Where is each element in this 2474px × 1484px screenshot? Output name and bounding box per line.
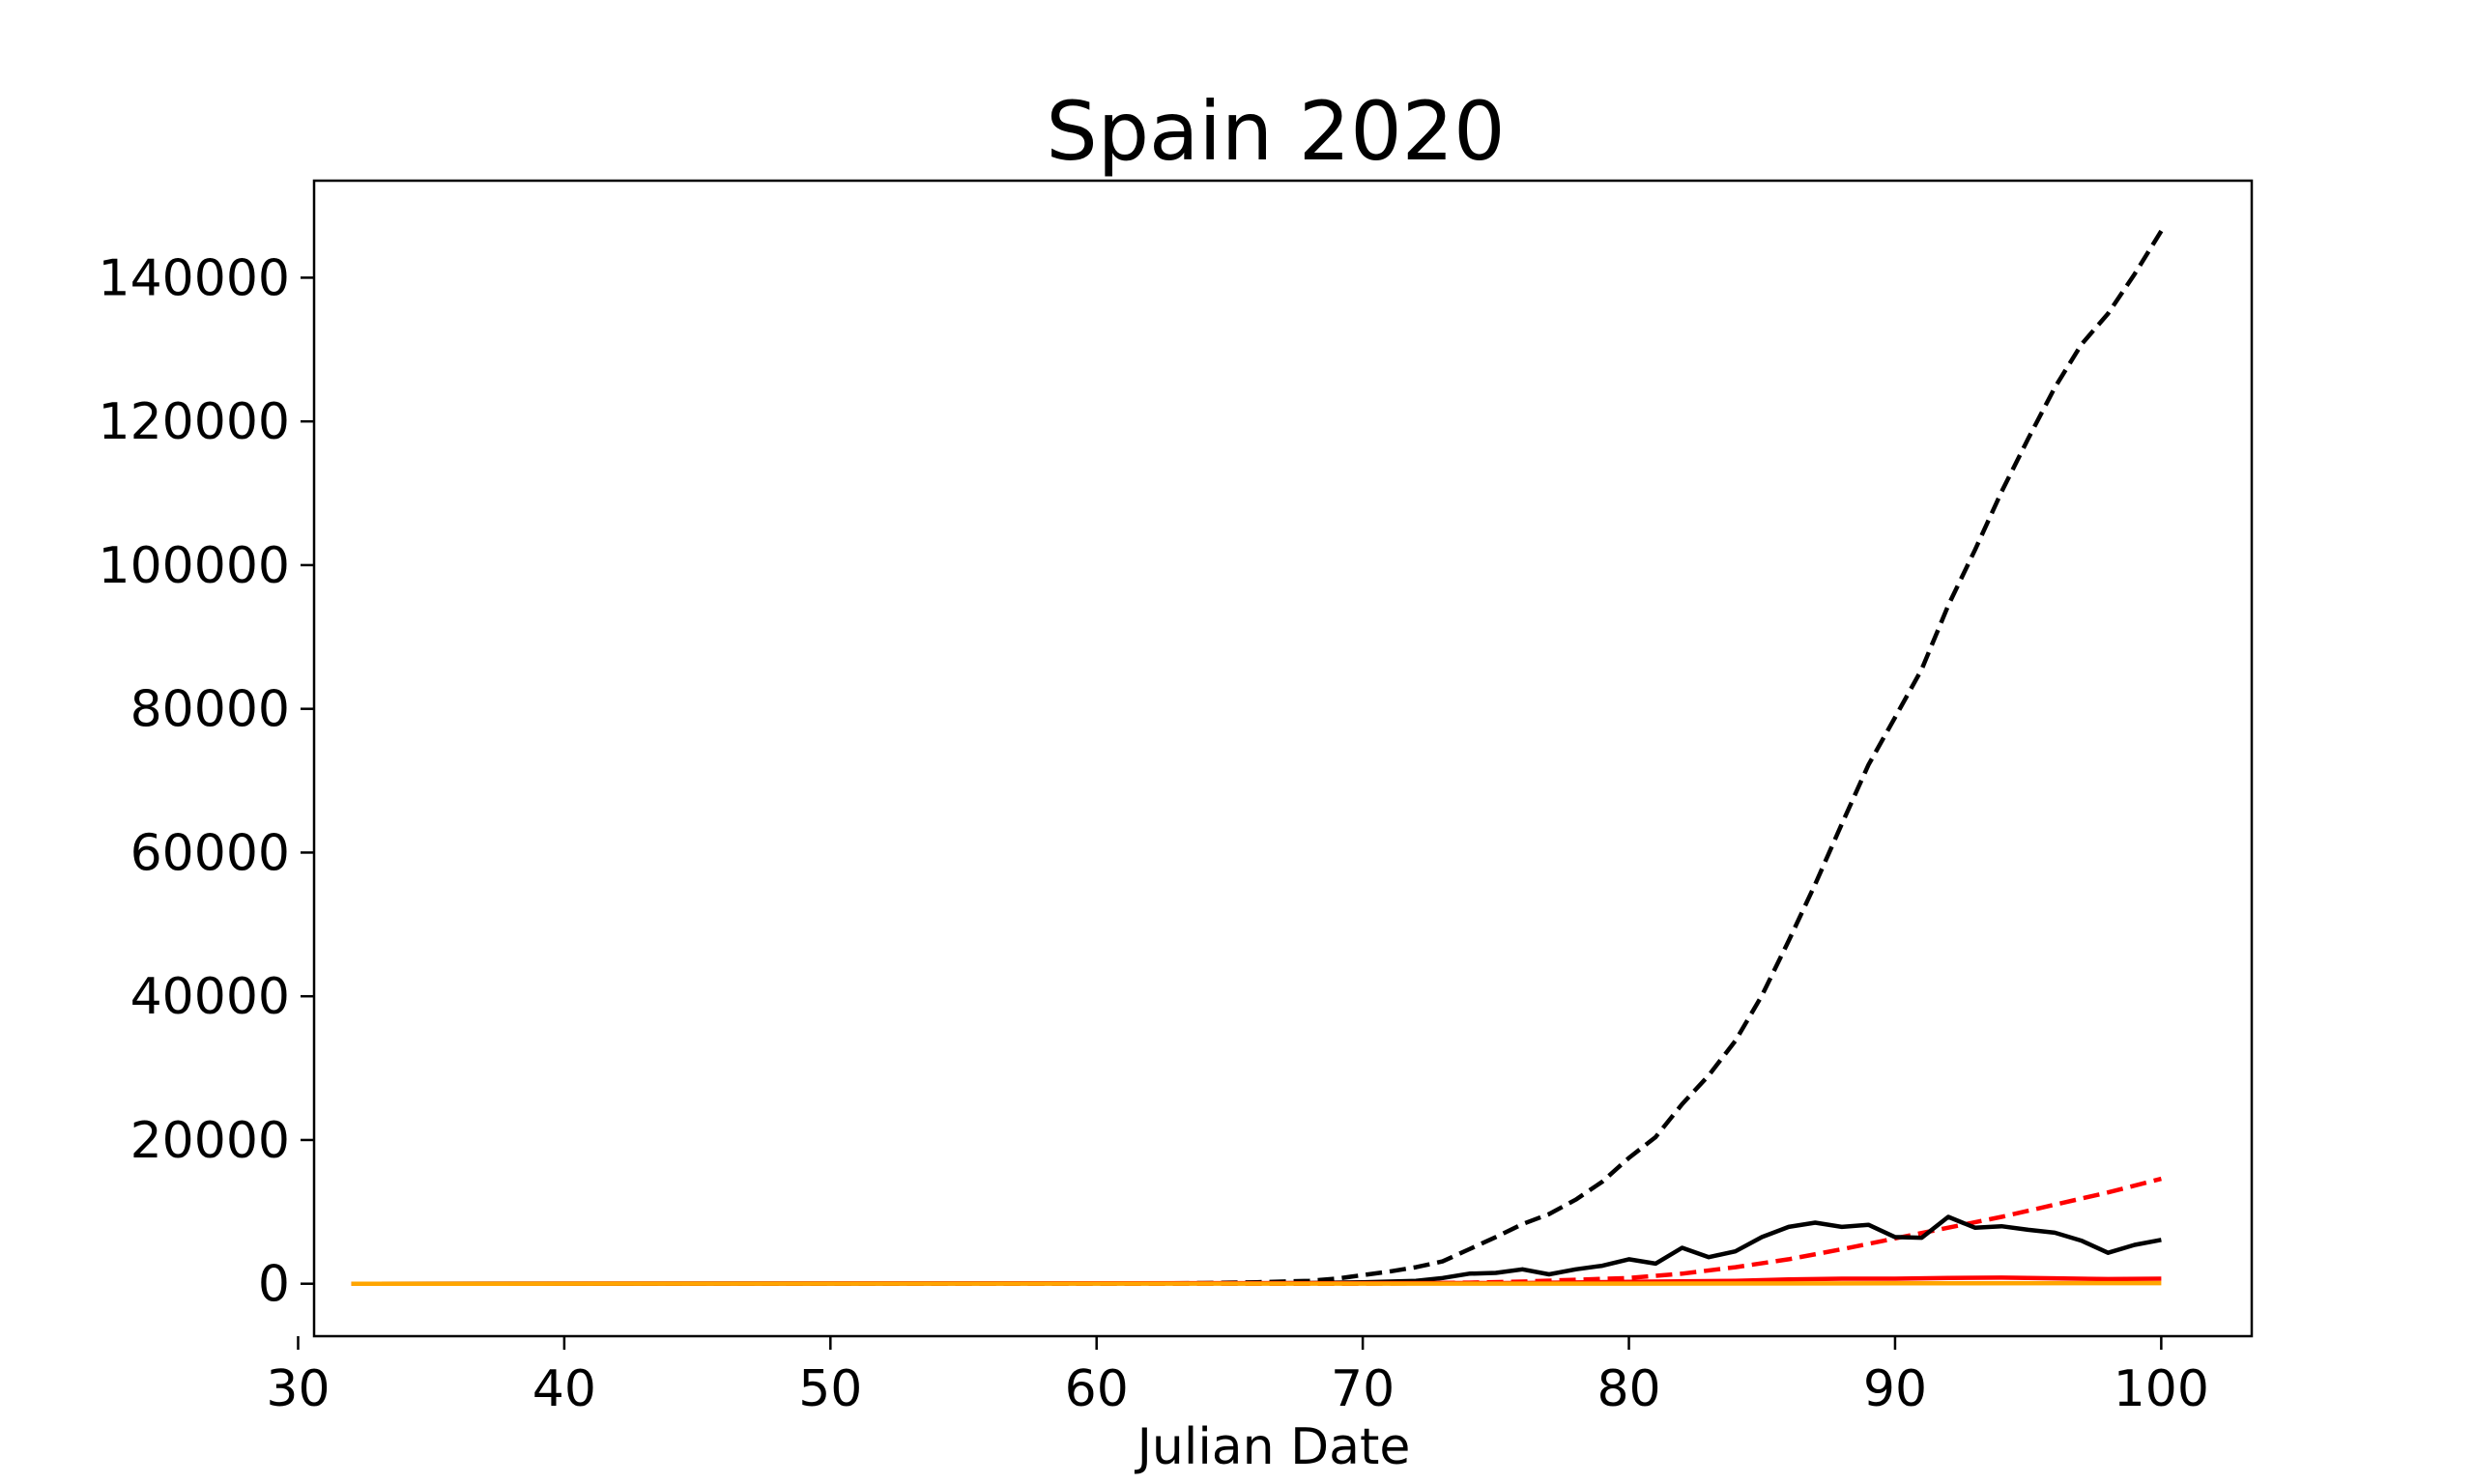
y-tick-label: 120000 xyxy=(98,393,290,451)
series-line-3 xyxy=(351,1214,2162,1286)
y-tick-label: 40000 xyxy=(130,968,290,1026)
series-line-5 xyxy=(351,1280,2162,1286)
chart-title: Spain 2020 xyxy=(1046,84,1505,179)
x-tick-label: 70 xyxy=(1331,1360,1395,1418)
series-line-2 xyxy=(351,1176,2162,1286)
y-tick-label: 140000 xyxy=(98,249,290,307)
y-tick-label: 20000 xyxy=(130,1112,290,1170)
y-axis: 0 20000 40000 60000 80000 100000 120000 140000 xyxy=(98,249,314,1314)
x-tick-label: 40 xyxy=(532,1360,596,1418)
plot-frame xyxy=(312,179,2254,1338)
x-tick-label: 30 xyxy=(266,1360,330,1418)
x-axis: 30 40 50 60 70 80 90 100 xyxy=(266,1336,2209,1418)
y-tick-label: 0 xyxy=(258,1256,290,1314)
x-tick-label: 90 xyxy=(1863,1360,1927,1418)
x-tick-label: 100 xyxy=(2114,1360,2209,1418)
y-tick-label: 100000 xyxy=(98,537,290,595)
series-layer xyxy=(351,229,2164,1286)
x-axis-label: Julian Date xyxy=(1135,1418,1411,1476)
x-tick-label: 80 xyxy=(1597,1360,1660,1418)
series-line-1 xyxy=(351,229,2164,1286)
x-tick-label: 50 xyxy=(798,1360,862,1418)
y-tick-label: 60000 xyxy=(130,824,290,882)
y-tick-label: 80000 xyxy=(130,681,290,739)
x-tick-label: 60 xyxy=(1065,1360,1129,1418)
